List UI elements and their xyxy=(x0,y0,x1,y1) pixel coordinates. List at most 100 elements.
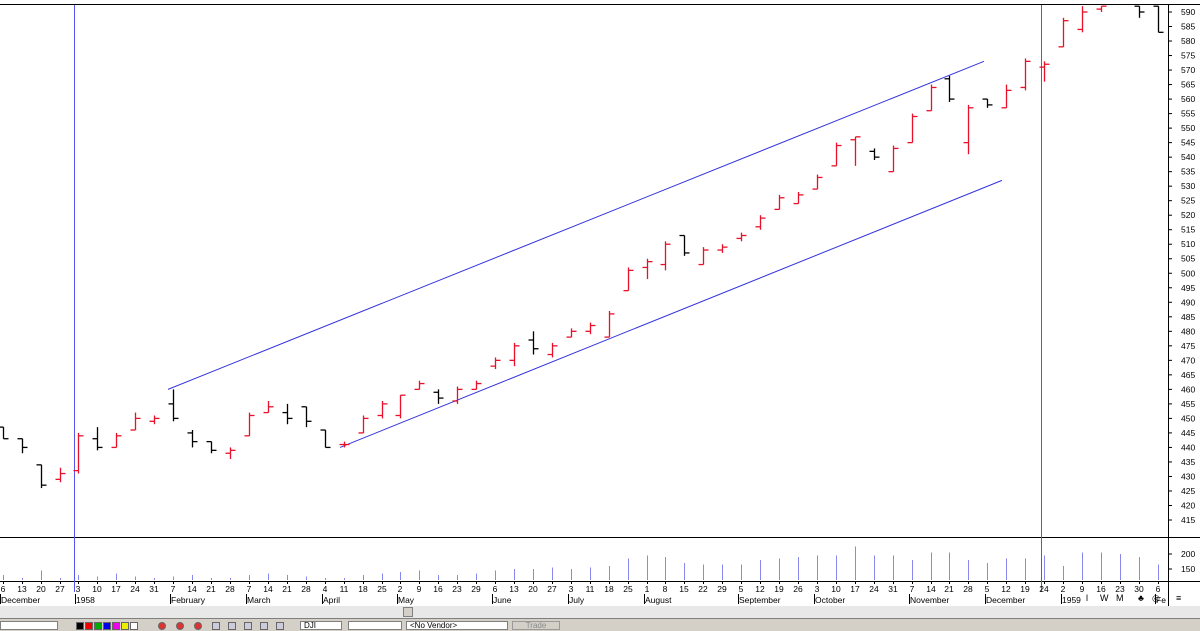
chart-tool-5-icon[interactable] xyxy=(228,622,236,630)
x-tick-label: 21 xyxy=(944,584,954,594)
chart-tool-1-icon[interactable] xyxy=(158,622,166,630)
x-tick-label: 14 xyxy=(263,584,273,594)
x-tick-label: 28 xyxy=(301,584,311,594)
month-label: October xyxy=(815,595,845,605)
month-label: 1959 xyxy=(1062,595,1081,605)
x-tick-label: 25 xyxy=(377,584,387,594)
x-tick-label: 18 xyxy=(604,584,614,594)
x-tick-label: 6 xyxy=(1,584,6,594)
x-tick-label: 1 xyxy=(645,584,650,594)
time-scrollbar[interactable] xyxy=(0,606,1200,618)
month-label: June xyxy=(493,595,512,605)
vendor-select[interactable]: <No Vendor> xyxy=(406,621,508,630)
color-black-icon[interactable] xyxy=(76,622,84,630)
color-yellow-icon[interactable] xyxy=(121,622,129,630)
ohlc-bar xyxy=(452,386,463,404)
chart-tool-4-icon[interactable] xyxy=(212,622,220,630)
y-tick-label: 530 xyxy=(1181,181,1195,191)
ohlc-bar xyxy=(585,322,596,335)
y-tick-label: 540 xyxy=(1181,152,1195,162)
x-tick-label: 3 xyxy=(76,584,81,594)
ohlc-bar xyxy=(433,389,444,404)
x-tick-label: 14 xyxy=(187,584,197,594)
x-tick-label: 26 xyxy=(793,584,803,594)
color-white-icon[interactable] xyxy=(130,622,138,630)
nav-glyph-5[interactable]: ◎ xyxy=(1152,593,1160,603)
y-tick-label: 430 xyxy=(1181,471,1195,481)
x-tick-label: 28 xyxy=(225,584,235,594)
x-tick-label: 29 xyxy=(471,584,481,594)
y-tick-label: 545 xyxy=(1181,138,1195,148)
ohlc-bar xyxy=(206,440,217,454)
ohlc-bar xyxy=(92,427,103,451)
x-tick-label: 27 xyxy=(55,584,65,594)
ohlc-bar xyxy=(1001,84,1012,109)
nav-glyph-4[interactable]: ♣ xyxy=(1138,593,1144,603)
ohlc-bar xyxy=(471,380,482,391)
x-tick-label: 23 xyxy=(452,584,462,594)
ohlc-bar xyxy=(812,174,823,190)
month-label: September xyxy=(739,595,781,605)
x-tick-label: 13 xyxy=(509,584,519,594)
period-select[interactable] xyxy=(348,621,402,630)
x-tick-label: 19 xyxy=(1020,584,1030,594)
scrollbar-thumb[interactable] xyxy=(403,607,413,617)
ohlc-bar xyxy=(755,215,766,230)
x-tick-label: 18 xyxy=(358,584,368,594)
ohlc-bar xyxy=(1020,58,1031,91)
x-tick-label: 20 xyxy=(36,584,46,594)
ohlc-bar xyxy=(717,244,728,253)
trade-button[interactable]: Trade xyxy=(512,621,560,630)
nav-glyph-2[interactable]: W xyxy=(1100,593,1109,603)
volume-tick-label: 150 xyxy=(1181,564,1195,574)
x-tick-label: 12 xyxy=(755,584,765,594)
x-tick-label: 16 xyxy=(1096,584,1106,594)
x-tick-label: 17 xyxy=(850,584,860,594)
x-tick-label: 4 xyxy=(323,584,328,594)
chart-tool-6-icon[interactable] xyxy=(244,622,252,630)
chart-tool-2-icon[interactable] xyxy=(176,622,184,630)
x-tick-label: 21 xyxy=(282,584,292,594)
y-tick-label: 440 xyxy=(1181,442,1195,452)
x-tick-label: 7 xyxy=(171,584,176,594)
ohlc-bar xyxy=(168,389,179,422)
x-tick-label: 29 xyxy=(717,584,727,594)
ohlc-bar xyxy=(339,441,350,448)
chart-tool-8-icon[interactable] xyxy=(276,622,284,630)
ohlc-bar xyxy=(320,429,331,449)
symbol-field[interactable]: DJI xyxy=(300,621,342,630)
ohlc-bar xyxy=(982,98,993,108)
chart-tool-3-icon[interactable] xyxy=(194,622,202,630)
ohlc-bar xyxy=(1077,6,1088,33)
color-blue-icon[interactable] xyxy=(103,622,111,630)
ohlc-bar xyxy=(963,104,974,155)
nav-glyph-3[interactable]: M xyxy=(1116,593,1124,603)
ohlc-bar xyxy=(263,400,274,414)
nav-glyph-1[interactable]: l xyxy=(1086,593,1088,603)
ohlc-bar xyxy=(850,136,861,166)
month-label: August xyxy=(645,595,672,605)
color-magenta-icon[interactable] xyxy=(112,622,120,630)
y-tick-label: 465 xyxy=(1181,370,1195,380)
ohlc-bar xyxy=(926,84,937,112)
color-red-icon[interactable] xyxy=(85,622,93,630)
chart-tool-7-icon[interactable] xyxy=(260,622,268,630)
y-tick-label: 450 xyxy=(1181,413,1195,423)
x-tick-label: 24 xyxy=(869,584,879,594)
price-chart[interactable]: 4154204254304354404454504554604654704754… xyxy=(0,0,1200,606)
y-tick-label: 490 xyxy=(1181,297,1195,307)
ohlc-bar xyxy=(736,232,747,242)
y-tick-label: 415 xyxy=(1181,515,1195,525)
color-green-icon[interactable] xyxy=(94,622,102,630)
ohlc-bar xyxy=(660,241,671,271)
y-tick-label: 585 xyxy=(1181,22,1195,32)
month-label: February xyxy=(171,595,206,605)
x-tick-label: 7 xyxy=(247,584,252,594)
ohlc-bar xyxy=(774,194,785,211)
nav-glyph-6[interactable]: ≡ xyxy=(1176,593,1182,603)
x-tick-label: 28 xyxy=(963,584,973,594)
ohlc-bar xyxy=(679,234,690,256)
y-tick-label: 505 xyxy=(1181,254,1195,264)
ohlc-bar xyxy=(36,464,47,489)
toolbar-field-1[interactable] xyxy=(0,621,58,630)
